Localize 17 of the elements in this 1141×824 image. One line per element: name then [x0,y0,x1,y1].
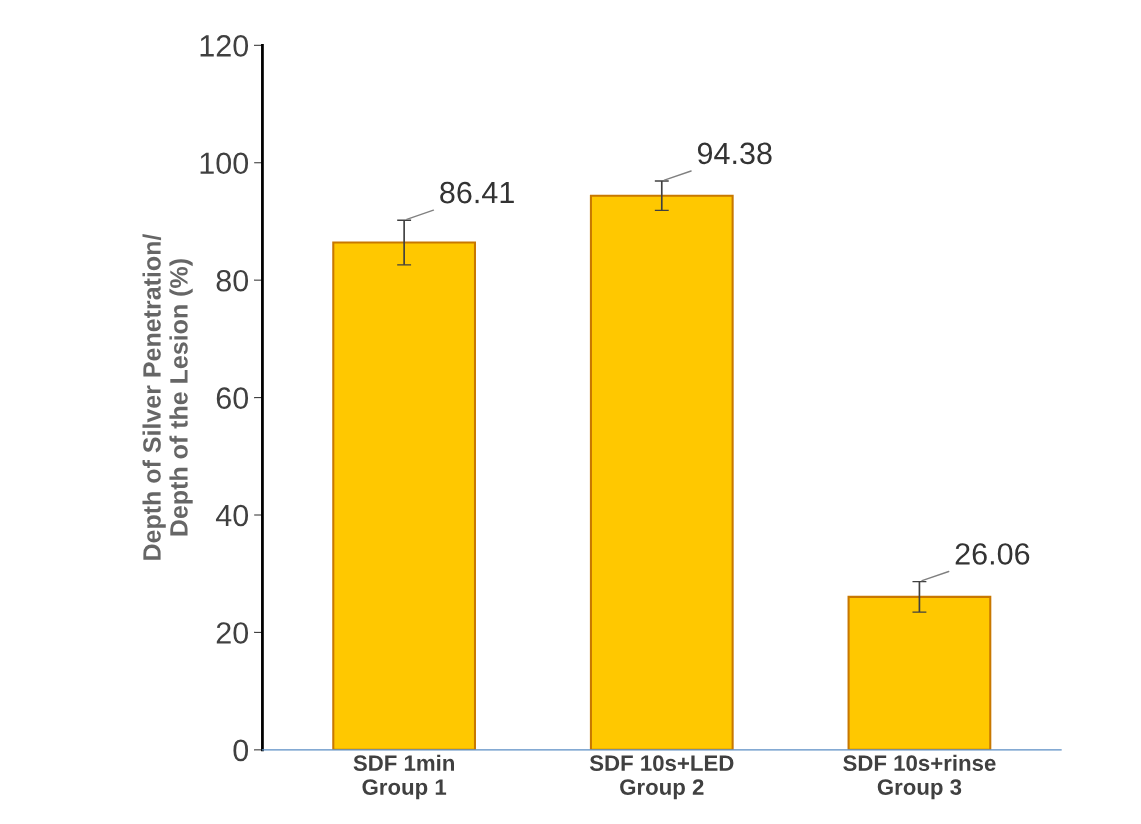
bar [589,194,734,750]
data-label: 26.06 [955,543,1030,565]
y-axis-title: Depth of Silver Penetration/ Depth of the Lesion (%) [142,233,193,560]
x-tick-label: SDF 10s+rinse Group 3 [843,754,996,800]
data-label: 94.38 [697,142,772,165]
y-tick-label: 20 [216,622,249,644]
y-tick-label: 120 [200,35,249,57]
bar [332,241,477,750]
y-tick-label: 80 [216,269,249,292]
x-tick-label: SDF 10s+LED Group 2 [589,755,734,800]
bar [847,595,992,750]
x-tick-label: SDF 1min Group 1 [353,754,454,800]
y-tick-label: 60 [216,387,249,409]
y-tick-label: 100 [200,152,249,175]
y-tick-label: 40 [215,504,249,527]
y-tick-label: 0 [233,739,249,762]
data-label: 86.41 [440,181,514,204]
